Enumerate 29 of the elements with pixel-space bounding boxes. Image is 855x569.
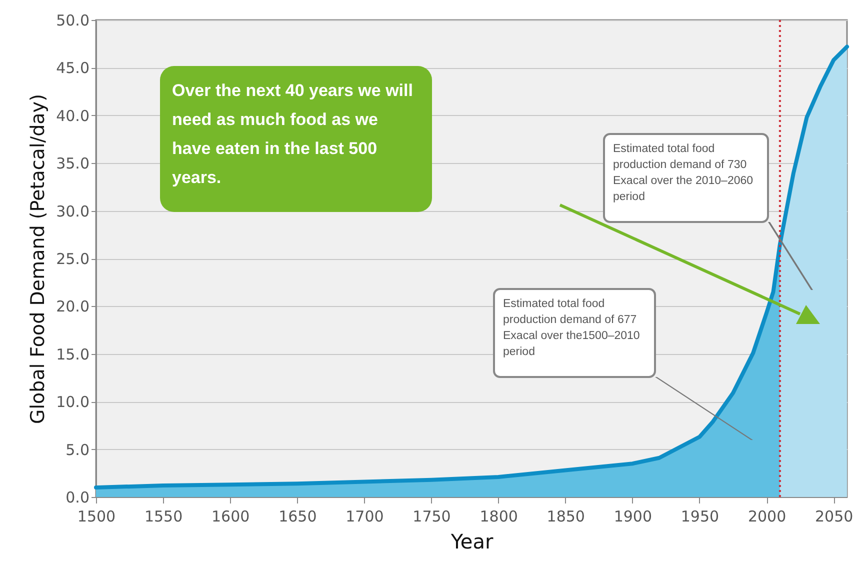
- y-tick-label: 10.0: [56, 393, 90, 412]
- y-tick-label: 35.0: [56, 154, 90, 173]
- note-box: Estimated total food production demand of 677 Exacal over the1500–2010 period: [493, 288, 656, 378]
- line-series: [94, 44, 849, 490]
- y-axis-title: Global Food Demand (Petacal/day): [27, 94, 50, 424]
- x-tick-label: 1500: [77, 508, 116, 526]
- y-tick-label: 45.0: [56, 59, 90, 78]
- y-tick-label: 30.0: [56, 202, 90, 220]
- note-box: Estimated total food production demand of 730 Exacal over the 2010–2060 period: [603, 133, 769, 223]
- y-tick-label: 20.0: [56, 298, 90, 316]
- x-tick-label: 1850: [546, 508, 585, 526]
- y-tick-label: 5.0: [66, 440, 90, 459]
- y-tick-label: 0.0: [66, 488, 90, 506]
- y-tick-label: 15.0: [56, 345, 90, 364]
- x-tick-label: 1650: [278, 508, 317, 526]
- x-tick-label: 2000: [748, 508, 786, 526]
- y-tick-label: 25.0: [56, 250, 90, 268]
- y-tick-label: 40.0: [56, 106, 90, 125]
- x-tick-label: 1750: [412, 508, 451, 526]
- x-tick-label: 2050: [814, 508, 854, 526]
- x-tick-label: 1900: [614, 508, 652, 526]
- x-tick-label: 1600: [212, 508, 250, 526]
- x-tick-label: 1800: [480, 508, 518, 526]
- x-axis-title: Year: [450, 530, 494, 554]
- y-tick-label: 50.0: [56, 12, 90, 30]
- x-tick-label: 1700: [346, 508, 384, 526]
- x-tick-label: 1950: [680, 508, 720, 526]
- note-box: Over the next 40 years we will need as much food as we have eaten in the last 500 years.: [160, 66, 432, 212]
- x-tick-label: 1550: [144, 508, 183, 526]
